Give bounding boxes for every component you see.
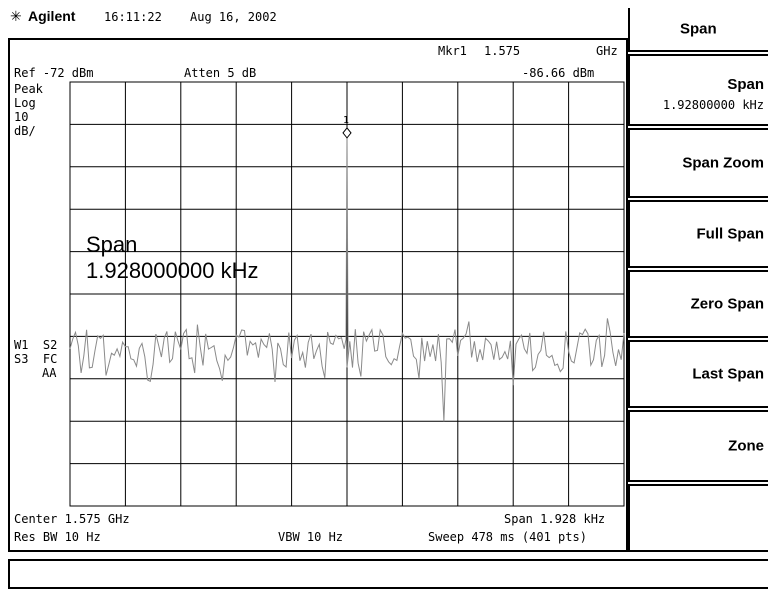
menu-title: Span [628, 8, 768, 52]
scale-value-label: 10 [14, 110, 29, 124]
scale-unit-label: dB/ [14, 124, 36, 138]
span-softkey-value: 1.92800000 kHz [662, 98, 764, 112]
vbw: VBW 10 Hz [278, 530, 344, 544]
zero-span-softkey[interactable]: Zero Span [628, 270, 768, 338]
full-span-softkey[interactable]: Full Span [628, 200, 768, 268]
span-softkey[interactable]: Span 1.92800000 kHz [628, 54, 768, 126]
detector-label: Peak [14, 82, 43, 96]
agilent-spark-icon: ✳ [10, 8, 22, 24]
marker-freq: 1.575 [484, 44, 521, 58]
display-frame: Mkr1 1.575 GHz Ref -72 dBm Atten 5 dB -8… [8, 38, 628, 552]
trace-status-3: AA [42, 366, 57, 380]
res-bw: Res BW 10 Hz [14, 530, 101, 544]
attenuation: Atten 5 dB [184, 66, 257, 80]
sweep-time: Sweep 478 ms (401 pts) [428, 530, 587, 544]
status-date: Aug 16, 2002 [190, 10, 277, 24]
last-span-softkey[interactable]: Last Span [628, 340, 768, 408]
status-time: 16:11:22 [104, 10, 162, 24]
spectrum-trace [69, 132, 625, 422]
message-bar [8, 559, 768, 589]
marker-freq-unit: GHz [596, 44, 618, 58]
marker-diamond-icon [342, 127, 352, 139]
span-readout: Span 1.928 kHz [504, 512, 606, 526]
trace-status-2: S3 FC [14, 352, 58, 366]
zone-softkey[interactable]: Zone [628, 410, 768, 482]
marker-label: Mkr1 [438, 44, 467, 58]
marker-amplitude: -86.66 dBm [522, 66, 595, 80]
blank-softkey[interactable] [628, 484, 768, 552]
marker-number: 1 [343, 115, 350, 126]
ref-level: Ref -72 dBm [14, 66, 94, 80]
scale-type-label: Log [14, 96, 36, 110]
active-function-value: 1.928000000 kHz [86, 258, 259, 283]
span-zoom-softkey[interactable]: Span Zoom [628, 128, 768, 198]
trace-graticule [69, 81, 625, 507]
center-frequency: Center 1.575 GHz [14, 512, 130, 526]
active-function-label: Span [86, 232, 138, 257]
brand-label: Agilent [28, 8, 76, 24]
trace-status-1: W1 S2 [14, 338, 58, 352]
